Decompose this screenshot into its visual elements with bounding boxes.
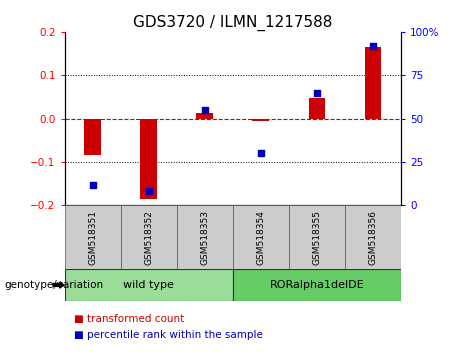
Bar [84, 119, 101, 155]
Bar [289, 205, 345, 269]
Bar [308, 98, 325, 119]
Bar [140, 119, 157, 199]
Bar [345, 205, 401, 269]
Bar [196, 113, 213, 119]
Bar [365, 47, 381, 119]
Point [201, 107, 208, 113]
Bar [121, 205, 177, 269]
Text: GSM518351: GSM518351 [88, 210, 97, 265]
Point [145, 189, 152, 194]
Point [257, 150, 265, 156]
Bar [65, 269, 233, 301]
Bar [253, 119, 269, 121]
Text: RORalpha1delDE: RORalpha1delDE [270, 280, 364, 290]
Bar [233, 205, 289, 269]
Text: GSM518353: GSM518353 [200, 210, 209, 265]
Text: wild type: wild type [123, 280, 174, 290]
Point [313, 90, 321, 96]
Bar [177, 205, 233, 269]
Text: GSM518355: GSM518355 [313, 210, 321, 265]
Title: GDS3720 / ILMN_1217588: GDS3720 / ILMN_1217588 [133, 14, 332, 30]
Bar [233, 269, 401, 301]
Text: ■ percentile rank within the sample: ■ percentile rank within the sample [74, 330, 263, 339]
Text: GSM518352: GSM518352 [144, 210, 153, 265]
Text: GSM518356: GSM518356 [368, 210, 378, 265]
Text: ■ transformed count: ■ transformed count [74, 314, 184, 324]
Text: genotype/variation: genotype/variation [5, 280, 104, 290]
Bar [65, 205, 121, 269]
Text: GSM518354: GSM518354 [256, 210, 266, 265]
Point [89, 182, 96, 187]
Point [369, 43, 377, 48]
